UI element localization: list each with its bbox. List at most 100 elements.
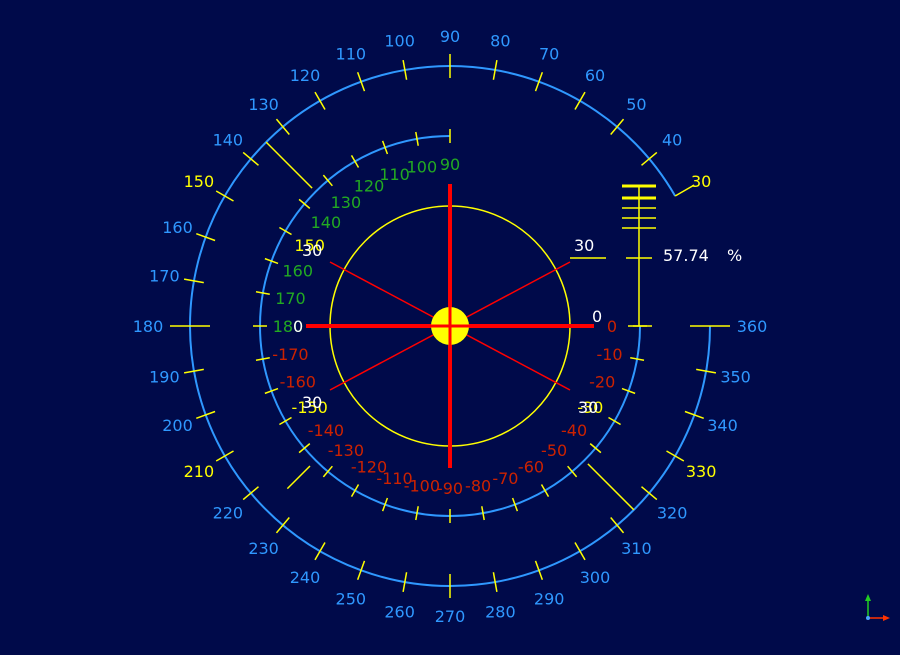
inner-tick--140	[298, 443, 311, 454]
outer-label-90: 90	[440, 27, 460, 46]
outer-tick-120	[314, 91, 326, 110]
inner-tick--150	[279, 416, 292, 426]
outer-label-260: 260	[384, 603, 415, 622]
inner-label-150: 150	[294, 236, 325, 255]
inner-label--60: -60	[518, 457, 544, 476]
inner-label--170: -170	[272, 345, 308, 364]
inner-tick-100	[415, 131, 419, 146]
outer-tick-170	[183, 278, 204, 284]
inner-label--160: -160	[280, 372, 316, 391]
outer-label-340: 340	[707, 416, 738, 435]
outer-label-270: 270	[435, 607, 466, 626]
outer-label-240: 240	[290, 568, 321, 587]
inner-label-100: 100	[407, 157, 438, 176]
outer-tick-80	[492, 59, 498, 80]
inner-label--130: -130	[328, 441, 364, 460]
outer-tick-280	[492, 572, 498, 593]
outer-label-120: 120	[290, 66, 321, 85]
outer-label-280: 280	[485, 603, 516, 622]
inner-label--20: -20	[589, 372, 615, 391]
outer-label-300: 300	[580, 568, 611, 587]
outer-tick-320	[641, 486, 658, 501]
outer-label-190: 190	[149, 367, 180, 386]
outer-tick-50	[610, 118, 625, 135]
inner-tick--70	[511, 497, 519, 512]
outer-tick-210	[215, 450, 234, 462]
inner-tick-110	[381, 140, 389, 155]
outer-tick-220	[242, 486, 259, 501]
outer-label-80: 80	[490, 31, 510, 50]
center-right-zero: 0	[592, 307, 602, 326]
center-left-zero: 0	[293, 317, 303, 336]
outer-label-320: 320	[657, 503, 688, 522]
percentage-gauge: 57.74 %	[622, 184, 742, 327]
inner-label-90: 90	[440, 155, 460, 174]
outer-tick-200	[196, 410, 216, 420]
inner-label--80: -80	[465, 477, 491, 496]
outer-label-50: 50	[626, 95, 646, 114]
outer-label-140: 140	[213, 131, 244, 150]
outer-tick-150	[215, 190, 234, 202]
outer-tick-250	[356, 560, 366, 580]
inner-tick-130	[322, 174, 333, 187]
inner-ring-arc	[259, 135, 641, 517]
inner-label--50: -50	[541, 441, 567, 460]
gauge-ticks	[622, 184, 656, 229]
outer-label-350: 350	[720, 367, 751, 386]
outer-label-30: 30	[691, 172, 711, 191]
inner-tick--110	[381, 497, 389, 512]
outer-tick-140	[242, 151, 259, 166]
center-bottom-left-30: 30	[302, 393, 322, 412]
inner-tick--160	[264, 387, 279, 395]
inner-tick--30	[608, 416, 621, 426]
outer-tick-350	[696, 368, 717, 374]
outer-chord-315	[587, 463, 635, 511]
outer-tick-240	[314, 542, 326, 561]
outer-label-230: 230	[248, 539, 279, 558]
outer-label-160: 160	[162, 218, 193, 237]
inner-tick--20	[621, 387, 636, 395]
outer-label-110: 110	[336, 44, 367, 63]
inner-label--150: -150	[292, 398, 328, 417]
outer-tick-40	[641, 151, 658, 166]
outer-label-310: 310	[621, 539, 652, 558]
center-crosshair: 0 0 30 30 30 30	[293, 184, 606, 468]
outer-tick-160	[196, 232, 216, 242]
outer-tick-110	[356, 72, 366, 92]
inner-label--90: -90	[437, 479, 463, 498]
outer-label-200: 200	[162, 416, 193, 435]
outer-label-330: 330	[686, 462, 717, 481]
outer-tick-100	[402, 59, 408, 80]
inner-tick--170	[255, 357, 270, 361]
outer-tick-60	[574, 91, 586, 110]
center-bottom-right-30: 30	[578, 398, 598, 417]
inner-tick-170	[255, 291, 270, 295]
inner-tick--10	[630, 357, 645, 361]
center-top-right-30: 30	[574, 236, 594, 255]
inner-label--120: -120	[351, 457, 387, 476]
inner-tick--120	[350, 484, 360, 497]
inner-tick-140	[298, 198, 311, 209]
outer-ring-arc	[189, 65, 711, 587]
inner-label-120: 120	[354, 177, 385, 196]
outer-label-170: 170	[149, 267, 180, 286]
outer-tick-230	[275, 517, 290, 534]
inner-tick-150	[279, 226, 292, 236]
outer-tick-330	[666, 450, 685, 462]
outer-tick-130	[275, 118, 290, 135]
inner-tick--60	[540, 484, 550, 497]
outer-label-180: 180	[133, 317, 164, 336]
inner-tick-160	[264, 257, 279, 265]
outer-label-60: 60	[585, 66, 605, 85]
outer-tick-190	[183, 368, 204, 374]
outer-label-100: 100	[384, 31, 415, 50]
inner-chord-225	[286, 465, 311, 490]
inner-label-180: 180	[273, 317, 304, 336]
axes-triad-icon	[865, 594, 890, 621]
inner-tick--130	[322, 465, 333, 478]
inner-label--40: -40	[561, 421, 587, 440]
outer-label-150: 150	[184, 172, 215, 191]
inner-label-140: 140	[311, 213, 342, 232]
